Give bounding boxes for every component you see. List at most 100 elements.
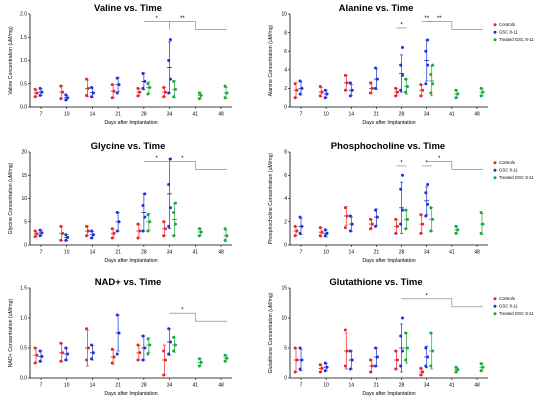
data-point [223,84,227,88]
data-point [138,229,142,233]
data-point [90,343,94,347]
data-point [323,234,327,238]
data-point [38,93,42,97]
data-point [394,217,398,221]
data-point [479,210,483,214]
significance-label: * [426,293,429,299]
x-tick-label: 10 [323,112,329,118]
data-point [323,361,327,365]
x-tick-label: 41 [193,112,199,118]
x-tick-label: 48 [218,250,224,256]
x-tick-label: 21 [374,250,380,256]
x-tick-label: 28 [141,383,147,389]
x-tick-label: 21 [374,383,380,389]
data-point [429,331,433,335]
data-point [293,96,297,100]
data-point [400,208,404,212]
data-point [419,213,423,217]
data-point [399,364,403,368]
data-point [66,352,70,356]
data-point [136,358,140,362]
data-point [59,224,63,228]
x-tick-label: 10 [323,383,329,389]
data-point [146,337,150,341]
legend-label: Treated GSC 8-11 [499,175,534,180]
data-point [431,82,435,86]
panel-title: Phosphocholine vs. Time [331,141,445,152]
data-point [318,226,322,230]
data-point [110,347,114,351]
data-point [325,231,329,235]
data-point [138,90,142,94]
data-point [405,85,409,89]
legend-marker [493,23,497,27]
data-point [298,231,302,235]
x-tick-label: 14 [349,112,355,118]
data-point [399,63,403,67]
data-point [429,364,433,368]
data-point [419,94,423,98]
data-point [38,359,42,363]
x-tick-label: 7 [40,112,43,118]
data-point [374,66,378,70]
data-point [424,214,428,218]
legend-marker [493,38,497,42]
significance-bracket: ** [421,16,432,22]
data-point [85,327,89,331]
data-point [173,343,177,347]
data-point [61,90,65,94]
data-point [225,234,229,238]
data-point [404,227,408,231]
data-point [421,222,425,226]
data-point [323,96,327,100]
data-point [419,366,423,370]
data-point [343,364,347,368]
data-point [293,82,297,86]
x-tick-label: 14 [90,383,96,389]
panel-title: Glycine vs. Time [91,141,166,152]
y-tick-label: 6 [284,173,287,179]
data-point [33,346,37,350]
data-point [40,354,44,358]
data-point [348,229,352,233]
data-point [167,59,171,62]
x-tick-label: 28 [141,250,147,256]
data-point [400,173,404,177]
legend-marker [493,304,497,308]
data-point [429,206,433,210]
data-point [163,358,167,362]
data-point [138,351,142,355]
y-tick-label: 1.0 [20,58,27,64]
x-tick-label: 14 [349,250,355,256]
data-point [59,84,63,88]
data-point [343,328,347,332]
x-tick-label: 10 [64,383,70,389]
data-point [394,367,398,371]
x-tick-label: 34 [167,250,173,256]
series-gsc-8-11 [298,316,430,373]
data-point [143,346,147,350]
data-point [318,94,322,98]
data-point [400,45,404,49]
data-point [162,373,166,377]
significance-bracket: ** [426,16,483,30]
data-point [293,346,297,350]
data-point [162,234,166,238]
significance-bracket: ** [169,16,227,30]
y-tick-label: 2.0 [20,12,27,18]
data-point [172,95,176,99]
data-point [479,94,483,98]
data-point [431,217,435,221]
data-point [35,353,39,357]
data-point [197,91,201,95]
x-tick-label: 7 [300,250,303,256]
legend-marker [493,30,497,34]
x-tick-label: 34 [424,250,430,256]
data-point [33,95,37,99]
data-point [33,361,37,365]
data-point [115,210,119,214]
y-tick-label: 0.0 [20,105,27,111]
data-point [318,234,322,238]
data-point [348,367,352,371]
data-point [117,331,121,335]
